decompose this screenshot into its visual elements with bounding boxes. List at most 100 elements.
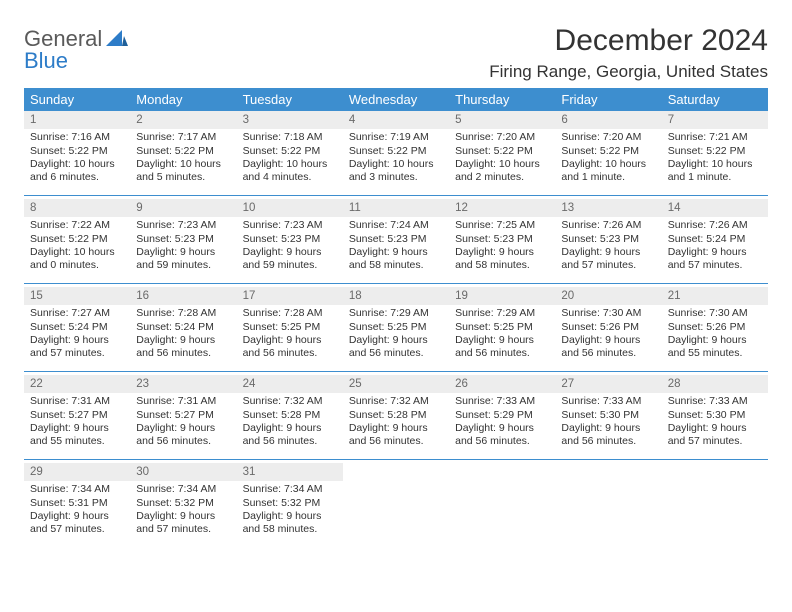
calendar-day-cell: 29Sunrise: 7:34 AMSunset: 5:31 PMDayligh… — [24, 463, 130, 547]
daylight-text: and 57 minutes. — [668, 435, 762, 448]
brand-logo: General Blue — [24, 28, 128, 72]
brand-name: General Blue — [24, 28, 128, 72]
sunset-text: Sunset: 5:27 PM — [136, 409, 230, 422]
daylight-text: and 57 minutes. — [30, 347, 124, 360]
calendar-day-cell: 7Sunrise: 7:21 AMSunset: 5:22 PMDaylight… — [662, 111, 768, 195]
day-body: Sunrise: 7:26 AMSunset: 5:24 PMDaylight:… — [662, 217, 768, 276]
calendar-day-cell: 18Sunrise: 7:29 AMSunset: 5:25 PMDayligh… — [343, 287, 449, 371]
sunset-text: Sunset: 5:30 PM — [561, 409, 655, 422]
weekday-header: Sunday — [24, 88, 130, 111]
day-number: 20 — [555, 287, 661, 305]
calendar-day-cell: 28Sunrise: 7:33 AMSunset: 5:30 PMDayligh… — [662, 375, 768, 459]
daylight-text: and 56 minutes. — [349, 435, 443, 448]
weekday-header: Tuesday — [237, 88, 343, 111]
day-number: 4 — [343, 111, 449, 129]
daylight-text: Daylight: 10 hours — [668, 158, 762, 171]
sunrise-text: Sunrise: 7:23 AM — [243, 219, 337, 232]
weekday-header-row: Sunday Monday Tuesday Wednesday Thursday… — [24, 88, 768, 111]
calendar-day-cell — [449, 463, 555, 547]
sunset-text: Sunset: 5:32 PM — [243, 497, 337, 510]
day-body: Sunrise: 7:17 AMSunset: 5:22 PMDaylight:… — [130, 129, 236, 188]
daylight-text: Daylight: 9 hours — [561, 334, 655, 347]
day-body: Sunrise: 7:30 AMSunset: 5:26 PMDaylight:… — [555, 305, 661, 364]
daylight-text: Daylight: 9 hours — [455, 246, 549, 259]
day-number: 11 — [343, 199, 449, 217]
sunset-text: Sunset: 5:26 PM — [561, 321, 655, 334]
sunrise-text: Sunrise: 7:17 AM — [136, 131, 230, 144]
daylight-text: and 0 minutes. — [30, 259, 124, 272]
sunset-text: Sunset: 5:22 PM — [136, 145, 230, 158]
daylight-text: and 58 minutes. — [349, 259, 443, 272]
daylight-text: and 56 minutes. — [561, 347, 655, 360]
sunset-text: Sunset: 5:30 PM — [668, 409, 762, 422]
day-number: 2 — [130, 111, 236, 129]
calendar-day-cell: 14Sunrise: 7:26 AMSunset: 5:24 PMDayligh… — [662, 199, 768, 283]
sunset-text: Sunset: 5:22 PM — [30, 233, 124, 246]
day-number: 16 — [130, 287, 236, 305]
day-number: 7 — [662, 111, 768, 129]
day-number: 10 — [237, 199, 343, 217]
day-body: Sunrise: 7:23 AMSunset: 5:23 PMDaylight:… — [130, 217, 236, 276]
day-number: 25 — [343, 375, 449, 393]
daylight-text: Daylight: 9 hours — [349, 334, 443, 347]
sunrise-text: Sunrise: 7:33 AM — [668, 395, 762, 408]
daylight-text: and 1 minute. — [668, 171, 762, 184]
day-number: 3 — [237, 111, 343, 129]
sunrise-text: Sunrise: 7:34 AM — [243, 483, 337, 496]
day-number: 9 — [130, 199, 236, 217]
day-body: Sunrise: 7:30 AMSunset: 5:26 PMDaylight:… — [662, 305, 768, 364]
sunrise-text: Sunrise: 7:25 AM — [455, 219, 549, 232]
calendar-week-row: 15Sunrise: 7:27 AMSunset: 5:24 PMDayligh… — [24, 287, 768, 371]
sunrise-text: Sunrise: 7:30 AM — [561, 307, 655, 320]
daylight-text: and 58 minutes. — [243, 523, 337, 536]
daylight-text: Daylight: 9 hours — [243, 246, 337, 259]
daylight-text: Daylight: 10 hours — [136, 158, 230, 171]
brand-name-b: Blue — [24, 48, 68, 73]
day-body: Sunrise: 7:16 AMSunset: 5:22 PMDaylight:… — [24, 129, 130, 188]
day-number: 1 — [24, 111, 130, 129]
daylight-text: Daylight: 9 hours — [136, 246, 230, 259]
sunset-text: Sunset: 5:23 PM — [561, 233, 655, 246]
calendar-day-cell: 23Sunrise: 7:31 AMSunset: 5:27 PMDayligh… — [130, 375, 236, 459]
sunset-text: Sunset: 5:23 PM — [136, 233, 230, 246]
daylight-text: Daylight: 9 hours — [30, 422, 124, 435]
sunrise-text: Sunrise: 7:28 AM — [136, 307, 230, 320]
calendar-day-cell: 21Sunrise: 7:30 AMSunset: 5:26 PMDayligh… — [662, 287, 768, 371]
calendar-day-cell: 30Sunrise: 7:34 AMSunset: 5:32 PMDayligh… — [130, 463, 236, 547]
sunset-text: Sunset: 5:23 PM — [455, 233, 549, 246]
calendar-day-cell — [662, 463, 768, 547]
daylight-text: and 57 minutes. — [668, 259, 762, 272]
sunset-text: Sunset: 5:22 PM — [30, 145, 124, 158]
sunrise-text: Sunrise: 7:21 AM — [668, 131, 762, 144]
title-block: December 2024 Firing Range, Georgia, Uni… — [489, 24, 768, 82]
day-body: Sunrise: 7:31 AMSunset: 5:27 PMDaylight:… — [130, 393, 236, 452]
calendar-day-cell: 13Sunrise: 7:26 AMSunset: 5:23 PMDayligh… — [555, 199, 661, 283]
day-number: 12 — [449, 199, 555, 217]
sunrise-text: Sunrise: 7:20 AM — [561, 131, 655, 144]
daylight-text: Daylight: 9 hours — [455, 334, 549, 347]
sunrise-text: Sunrise: 7:34 AM — [136, 483, 230, 496]
daylight-text: and 56 minutes. — [455, 347, 549, 360]
weekday-header: Monday — [130, 88, 236, 111]
daylight-text: and 3 minutes. — [349, 171, 443, 184]
calendar-day-cell: 11Sunrise: 7:24 AMSunset: 5:23 PMDayligh… — [343, 199, 449, 283]
header: General Blue December 2024 Firing Range,… — [24, 24, 768, 82]
calendar-body: 1Sunrise: 7:16 AMSunset: 5:22 PMDaylight… — [24, 111, 768, 547]
sunrise-text: Sunrise: 7:32 AM — [243, 395, 337, 408]
day-number: 26 — [449, 375, 555, 393]
daylight-text: and 56 minutes. — [136, 347, 230, 360]
day-number: 14 — [662, 199, 768, 217]
calendar-week-row: 29Sunrise: 7:34 AMSunset: 5:31 PMDayligh… — [24, 463, 768, 547]
daylight-text: and 56 minutes. — [243, 347, 337, 360]
calendar-day-cell: 25Sunrise: 7:32 AMSunset: 5:28 PMDayligh… — [343, 375, 449, 459]
day-number: 31 — [237, 463, 343, 481]
sunrise-text: Sunrise: 7:16 AM — [30, 131, 124, 144]
sunrise-text: Sunrise: 7:20 AM — [455, 131, 549, 144]
calendar-table: Sunday Monday Tuesday Wednesday Thursday… — [24, 88, 768, 547]
sunrise-text: Sunrise: 7:33 AM — [455, 395, 549, 408]
day-body: Sunrise: 7:28 AMSunset: 5:24 PMDaylight:… — [130, 305, 236, 364]
day-number: 19 — [449, 287, 555, 305]
sunset-text: Sunset: 5:25 PM — [455, 321, 549, 334]
page-title: December 2024 — [489, 24, 768, 58]
day-body: Sunrise: 7:21 AMSunset: 5:22 PMDaylight:… — [662, 129, 768, 188]
